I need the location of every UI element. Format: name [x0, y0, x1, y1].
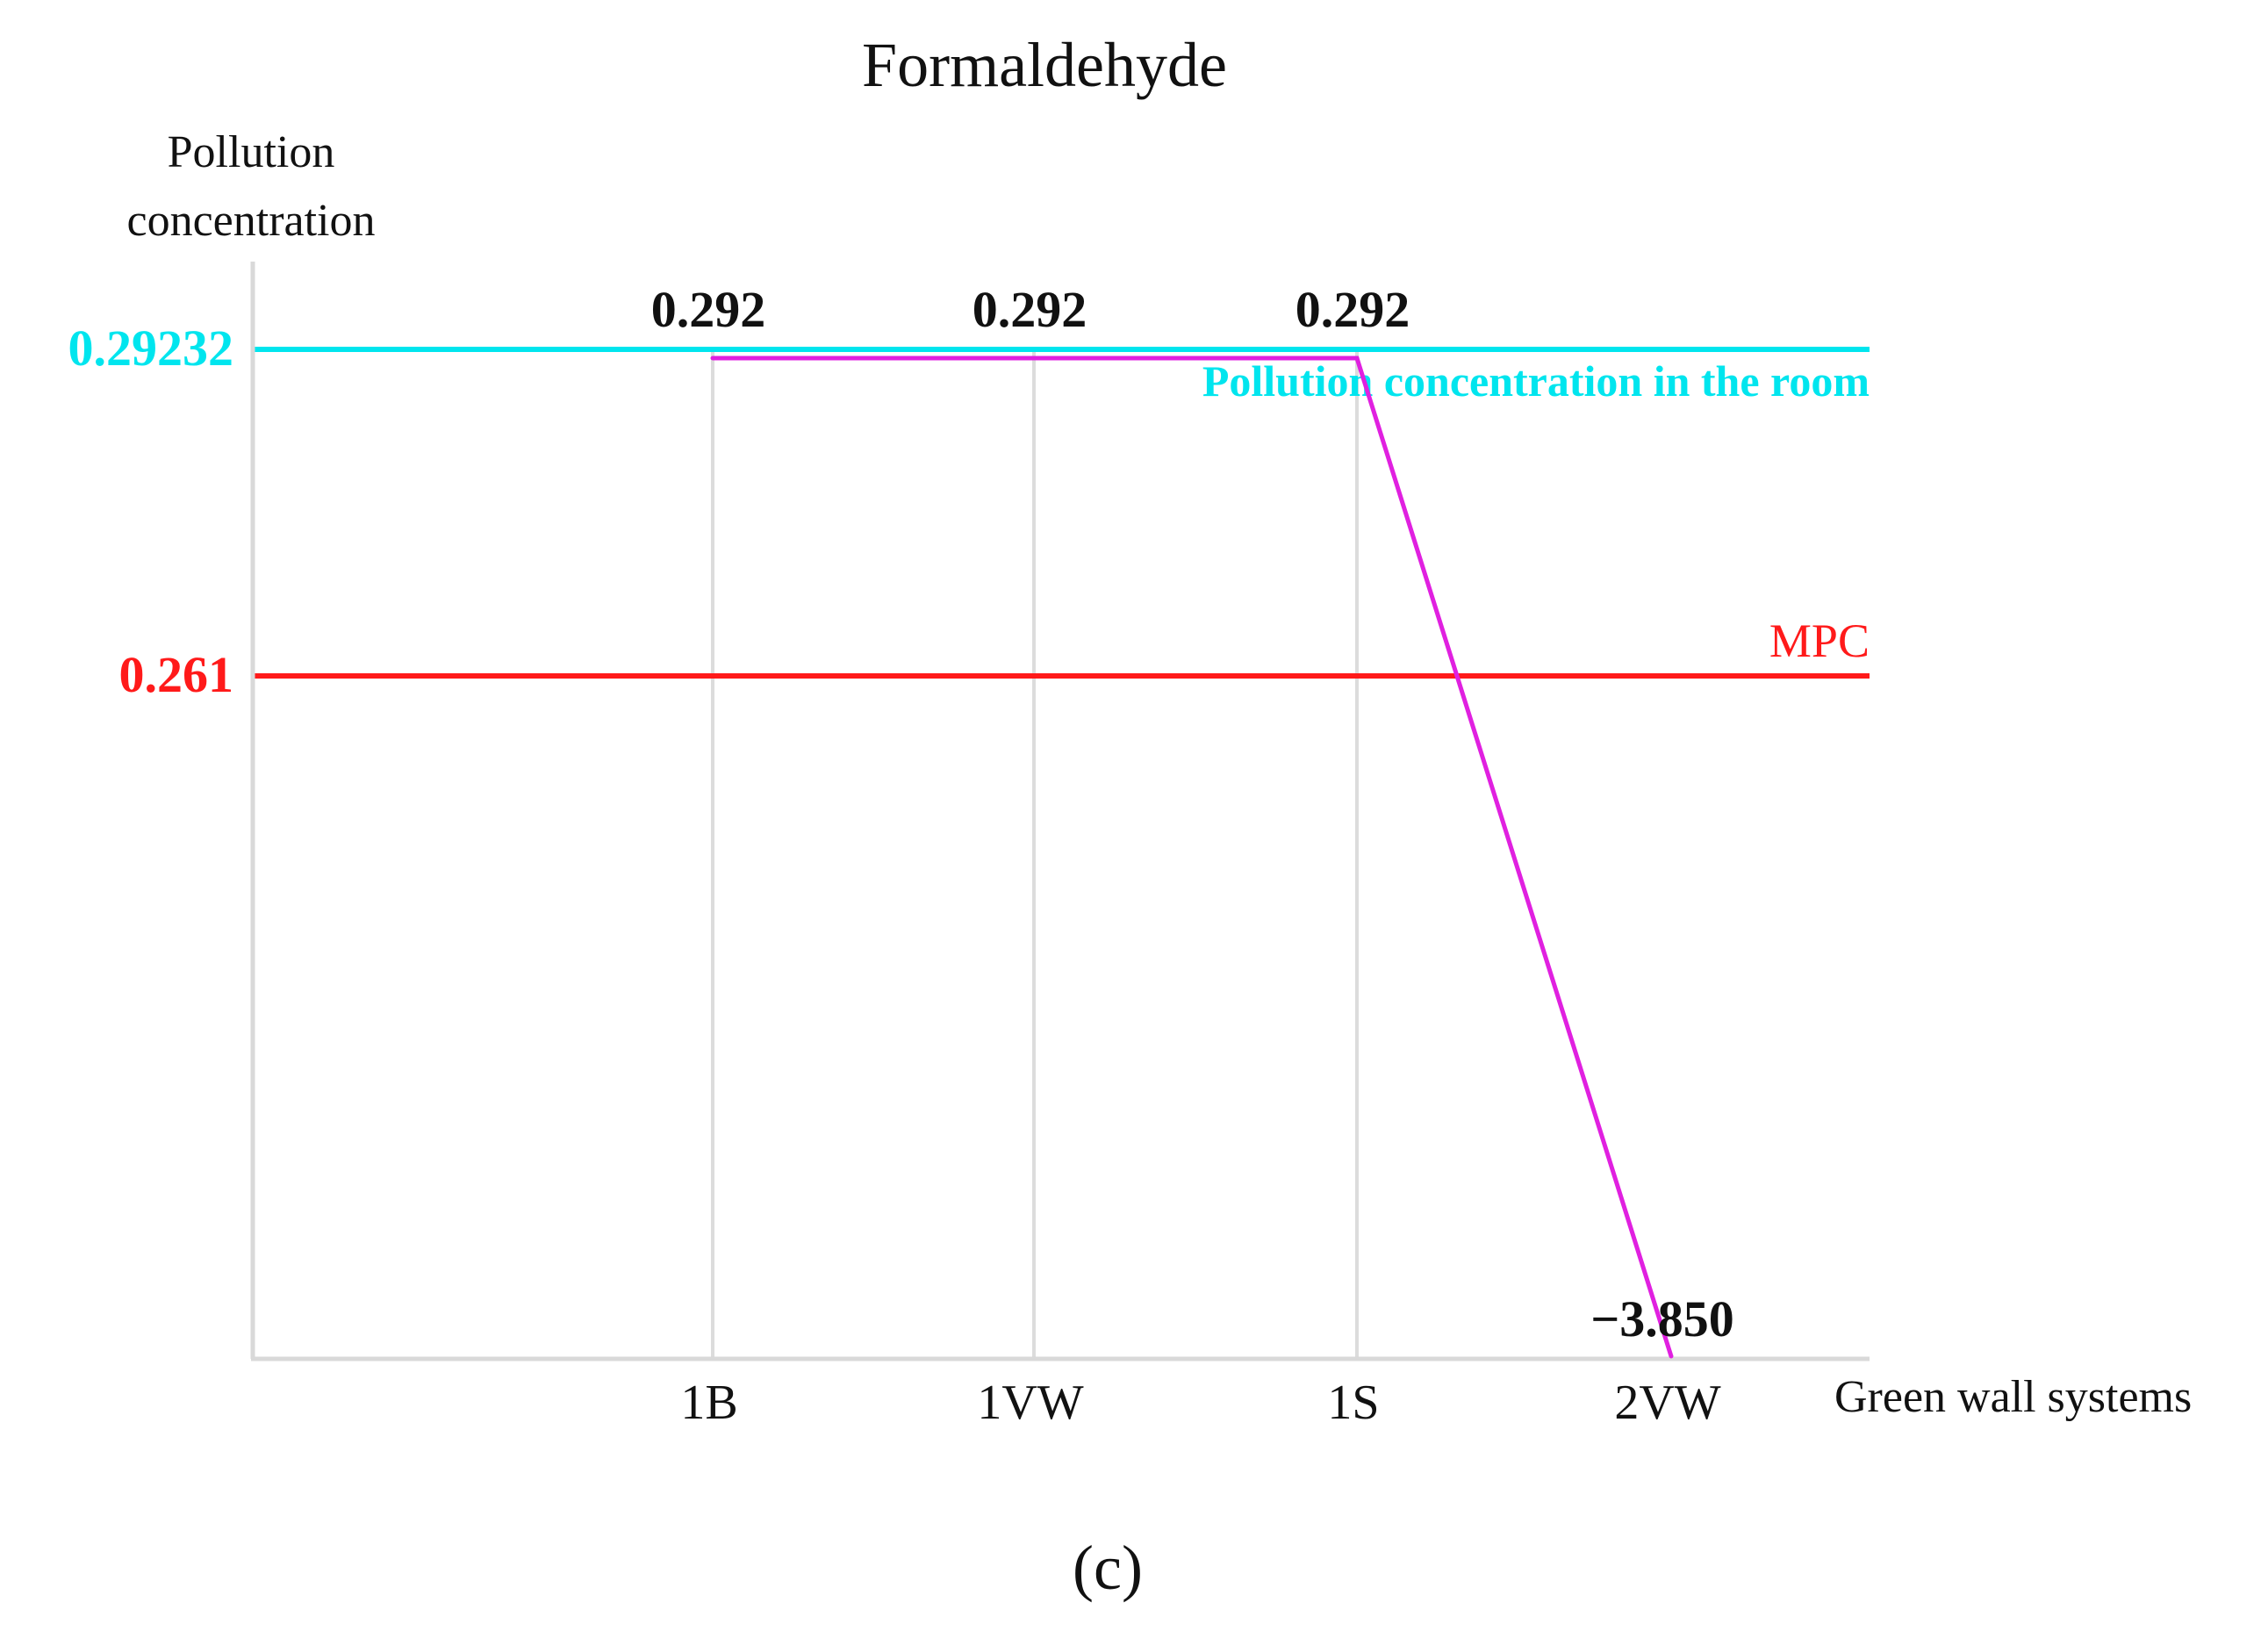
series-point-1B	[710, 356, 715, 361]
chart-title: Formaldehyde	[862, 30, 1227, 100]
room-concentration-line-label: Pollution concentration in the room	[1202, 356, 1870, 406]
series-point-2VW	[1669, 1354, 1674, 1359]
x-tick-label-1B: 1B	[680, 1376, 737, 1430]
value-label-1VW: 0.292	[973, 281, 1087, 338]
series-point-1VW	[1031, 356, 1037, 361]
y-axis-label-line2: concentration	[127, 196, 376, 246]
mpc-line-label: MPC	[1769, 614, 1870, 667]
value-label-1B: 0.292	[651, 281, 766, 338]
y-axis-label-line1: Pollution	[168, 127, 335, 177]
grid-layer	[711, 351, 1359, 1359]
x-tick-label-2VW: 2VW	[1614, 1376, 1720, 1430]
series-line	[713, 356, 1674, 1357]
x-axis-label: Green wall systems	[1834, 1372, 2192, 1422]
mpc-value-label: 0.261	[119, 646, 234, 703]
room-concentration-value-label: 0.29232	[68, 320, 234, 377]
value-label-1S: 0.292	[1295, 281, 1410, 338]
x-tick-label-1VW: 1VW	[977, 1376, 1083, 1430]
value-label-2VW: −3.850	[1590, 1290, 1734, 1347]
series-point-1S	[1354, 356, 1360, 361]
panel-label: (c)	[1073, 1533, 1143, 1603]
axes	[250, 262, 1870, 1361]
reference-lines: 0.29232 Pollution concentration in the ro…	[68, 320, 1870, 703]
text-layer: Formaldehyde Pollution concentration Gre…	[127, 30, 2193, 1603]
x-tick-label-1S: 1S	[1327, 1376, 1379, 1430]
series-layer: 0.292 0.292 0.292 −3.850 1B 1VW 1S 2VW	[651, 281, 1734, 1430]
